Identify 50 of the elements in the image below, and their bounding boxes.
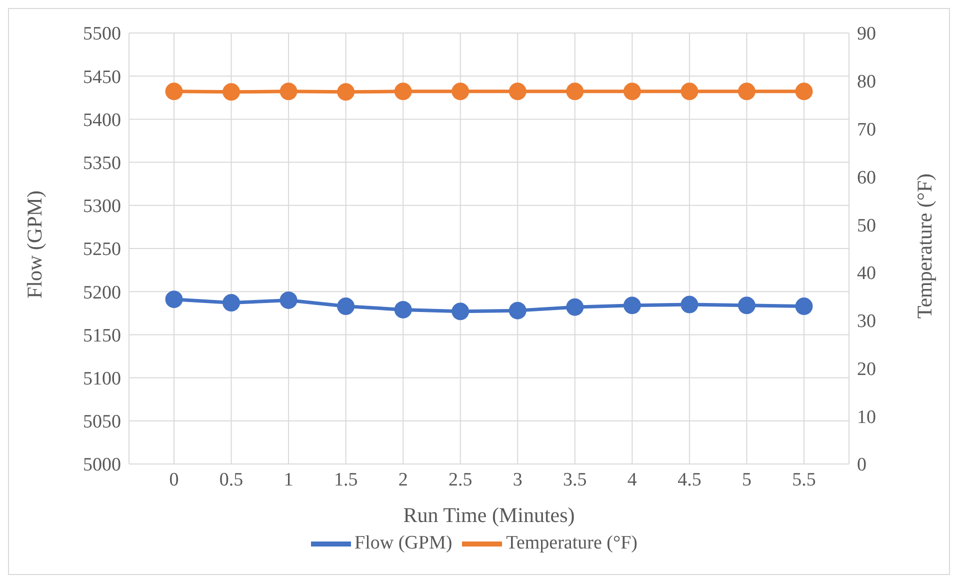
point xyxy=(680,296,698,314)
y-tick-label: 5450 xyxy=(83,66,121,88)
y2-tick-label: 40 xyxy=(857,263,876,284)
y-tick-label: 5200 xyxy=(83,282,121,304)
x-tick-label: 2.5 xyxy=(448,469,472,490)
y-axis-title: Flow (GPM) xyxy=(22,190,46,298)
y-tick-label: 5250 xyxy=(83,239,121,260)
y2-tick-label: 30 xyxy=(857,311,876,332)
y2-tick-label: 10 xyxy=(857,406,876,428)
point xyxy=(623,296,641,314)
y-tick-label: 5500 xyxy=(83,24,121,45)
x-tick-label: 4 xyxy=(627,469,638,490)
x-tick-label: 2 xyxy=(398,469,408,490)
point xyxy=(795,298,813,316)
point xyxy=(452,302,470,320)
point xyxy=(165,290,183,308)
y-tick-label: 5000 xyxy=(83,454,121,476)
point xyxy=(566,298,584,316)
y-tick-label: 5050 xyxy=(83,412,121,433)
y-tick-label: 5350 xyxy=(83,153,121,174)
point xyxy=(508,302,526,320)
y-tick-label: 5100 xyxy=(83,368,121,390)
y2-tick-label: 50 xyxy=(857,215,876,236)
y2-tick-label: 70 xyxy=(857,120,876,141)
point xyxy=(280,291,298,309)
point xyxy=(394,300,412,318)
x-tick-label: 4.5 xyxy=(678,469,702,490)
x-tick-label: 3 xyxy=(512,469,522,490)
x-tick-label: 5.5 xyxy=(792,469,816,490)
x-tick-label: 0 xyxy=(169,469,179,490)
y2-tick-label: 60 xyxy=(857,167,876,188)
x-tick-label: 1 xyxy=(284,469,294,490)
y2-tick-label: 90 xyxy=(857,24,876,45)
x-tick-label: 0.5 xyxy=(219,469,244,490)
point xyxy=(222,294,240,312)
point xyxy=(337,298,355,316)
y2-tick-label: 0 xyxy=(857,454,866,476)
x-tick-label: 5 xyxy=(742,469,752,490)
x-tick-label: 1.5 xyxy=(334,469,358,490)
y2-tick-label: 20 xyxy=(857,358,876,380)
legend-label: Temperature (°F) xyxy=(506,532,638,554)
point xyxy=(738,296,756,314)
legend-label: Flow (GPM) xyxy=(354,532,452,554)
x-axis-title: Run Time (Minutes) xyxy=(403,503,575,527)
y2-axis-title: Temperature (°F) xyxy=(912,174,936,319)
y2-tick-label: 80 xyxy=(857,72,876,93)
y-tick-label: 5300 xyxy=(83,196,121,218)
y-tick-label: 5150 xyxy=(83,325,121,346)
x-tick-label: 3.5 xyxy=(563,469,587,490)
y-tick-label: 5400 xyxy=(83,110,121,131)
